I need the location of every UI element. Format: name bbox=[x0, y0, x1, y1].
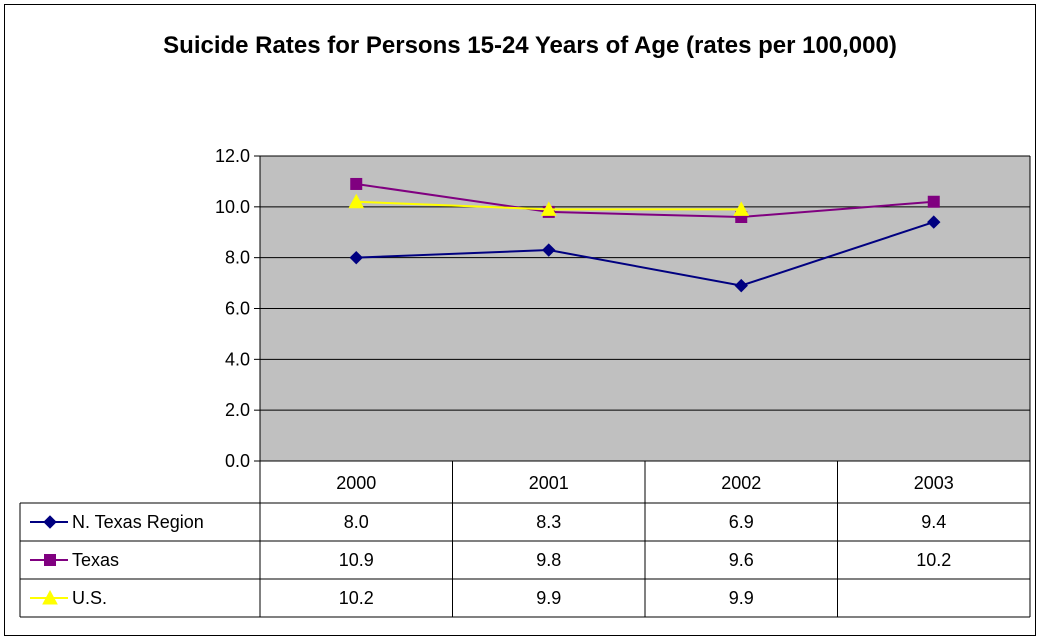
x-category-label: 2000 bbox=[336, 473, 376, 493]
chart-title: Suicide Rates for Persons 15-24 Years of… bbox=[163, 32, 897, 59]
x-category-label: 2001 bbox=[529, 473, 569, 493]
legend-entry: N. Texas Region bbox=[72, 512, 204, 532]
data-label: 9.8 bbox=[536, 550, 561, 570]
legend-key-marker bbox=[43, 515, 57, 529]
y-tick-label: 12.0 bbox=[215, 146, 250, 166]
data-point bbox=[349, 250, 363, 265]
data-label: 9.9 bbox=[536, 588, 561, 608]
data-point bbox=[733, 201, 750, 216]
data-label: 6.9 bbox=[729, 512, 754, 532]
data-label: 8.0 bbox=[344, 512, 369, 532]
data-label: 10.2 bbox=[339, 588, 374, 608]
data-point bbox=[542, 243, 556, 257]
data-point bbox=[927, 195, 940, 208]
data-label: 8.3 bbox=[536, 512, 561, 532]
data-label: 10.9 bbox=[339, 550, 374, 570]
series-line bbox=[356, 182, 934, 219]
data-label: 10.2 bbox=[916, 550, 951, 570]
x-category-label: 2002 bbox=[721, 473, 761, 493]
legend-entry: Texas bbox=[72, 550, 119, 570]
data-point bbox=[348, 193, 365, 209]
data-point bbox=[734, 278, 748, 293]
y-tick-label: 0.0 bbox=[225, 451, 250, 471]
series-line bbox=[356, 221, 935, 287]
data-point bbox=[540, 201, 557, 216]
data-label: 9.4 bbox=[921, 512, 946, 532]
y-tick-label: 2.0 bbox=[225, 400, 250, 420]
data-point bbox=[350, 177, 363, 190]
data-label: 9.9 bbox=[729, 588, 754, 608]
y-tick-label: 8.0 bbox=[225, 248, 250, 268]
y-tick-label: 10.0 bbox=[215, 197, 250, 217]
data-label: 9.6 bbox=[729, 550, 754, 570]
x-category-label: 2003 bbox=[914, 473, 954, 493]
legend-key-marker bbox=[42, 589, 58, 605]
legend-key-marker bbox=[44, 554, 56, 566]
y-tick-label: 4.0 bbox=[225, 349, 250, 369]
legend-entry: U.S. bbox=[72, 588, 107, 608]
data-point bbox=[927, 215, 941, 229]
y-tick-label: 6.0 bbox=[225, 299, 250, 319]
